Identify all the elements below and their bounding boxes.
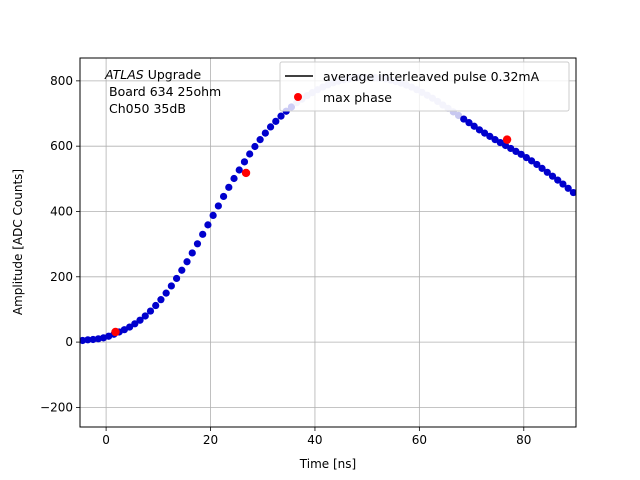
y-tick-label: −200 [40,400,73,414]
pulse-point [554,176,562,184]
max-phase-series [111,135,512,337]
pulse-point [230,174,238,183]
pulse-point [131,320,139,328]
legend-box [279,61,570,112]
y-axis-label: Amplitude [ADC Counts] [11,169,25,315]
max-phase-point [111,327,120,337]
pulse-point [517,150,525,158]
pulse-point [460,115,468,123]
pulse-point [528,157,536,165]
pulse-point [507,144,515,153]
max-phase-point [241,168,251,178]
pulse-point [522,153,531,162]
pulse-point [235,166,243,174]
pulse-point [564,184,572,192]
pulse-point [454,111,463,120]
y-tick-label: 600 [50,139,73,153]
x-tick-label: 0 [102,433,110,447]
pulse-point [246,150,254,158]
pulse-point [559,180,567,188]
pulse-point [465,119,473,127]
y-tick-label: 200 [50,270,73,284]
pulse-point [141,312,149,320]
pulse-point [470,122,478,130]
grid-lines [80,58,576,427]
x-tick-label: 80 [516,433,531,447]
pulse-point [491,136,499,144]
annotation-atlas: ATLAS [104,67,144,82]
pulse-point [152,301,160,310]
pulse-point [136,316,144,324]
pulse-point [543,168,551,176]
y-tick-label: 800 [50,74,73,88]
pulse-point [475,126,484,134]
annotation-box: ATLAS Upgrade Board 634 25ohm Ch050 35dB [104,67,221,116]
axis-ticks: 0 20 40 60 80 −200 0 200 400 600 800 [40,74,531,447]
pulse-point [225,183,233,191]
pulse-point [261,129,269,137]
pulse-point [256,136,264,144]
pulse-point [538,164,546,172]
x-tick-label: 20 [203,433,218,447]
pulse-point [204,221,212,229]
pulse-point [512,147,520,155]
pulse-point [481,129,489,137]
pulse-point [277,112,285,120]
annotation-upgrade: Upgrade [144,67,202,82]
pulse-point [172,274,181,283]
pulse-point [157,296,165,304]
pulse-point [209,211,217,219]
legend-label-pulse: average interleaved pulse 0.32mA [323,69,540,84]
pulse-point [183,258,191,266]
svg-text:ATLAS Upgrade: ATLAS Upgrade [104,67,201,82]
annotation-board: Board 634 25ohm [109,84,221,99]
x-axis-label: Time [ns] [299,457,356,471]
pulse-point [548,172,557,180]
annotation-channel: Ch050 35dB [109,101,186,116]
pulse-point [178,266,186,274]
pulse-point [84,336,92,344]
pulse-point [193,240,202,248]
max-phase-point [502,135,512,144]
plot-frame [79,57,577,428]
pulse-point [89,335,97,344]
y-tick-label: 0 [65,335,73,349]
pulse-point [569,188,576,197]
legend: average interleaved pulse 0.32mA max pha… [279,61,570,112]
pulse-point [240,158,249,166]
pulse-point [188,249,196,257]
pulse-point [496,138,504,147]
pulse-point [199,230,207,238]
legend-dot-marker [294,93,302,101]
pulse-point [126,323,134,331]
pulse-point [214,202,222,210]
pulse-point [533,160,541,169]
pulse-point [219,192,228,201]
legend-label-max-phase: max phase [323,90,392,105]
pulse-point [146,307,155,315]
pulse-point [266,123,275,131]
x-tick-label: 40 [307,433,322,447]
pulse-point [251,142,259,151]
x-tick-label: 60 [412,433,427,447]
y-tick-label: 400 [50,204,73,218]
pulse-point [272,117,280,125]
pulse-point [162,289,170,297]
pulse-point [486,132,494,140]
pulse-point [167,282,175,290]
